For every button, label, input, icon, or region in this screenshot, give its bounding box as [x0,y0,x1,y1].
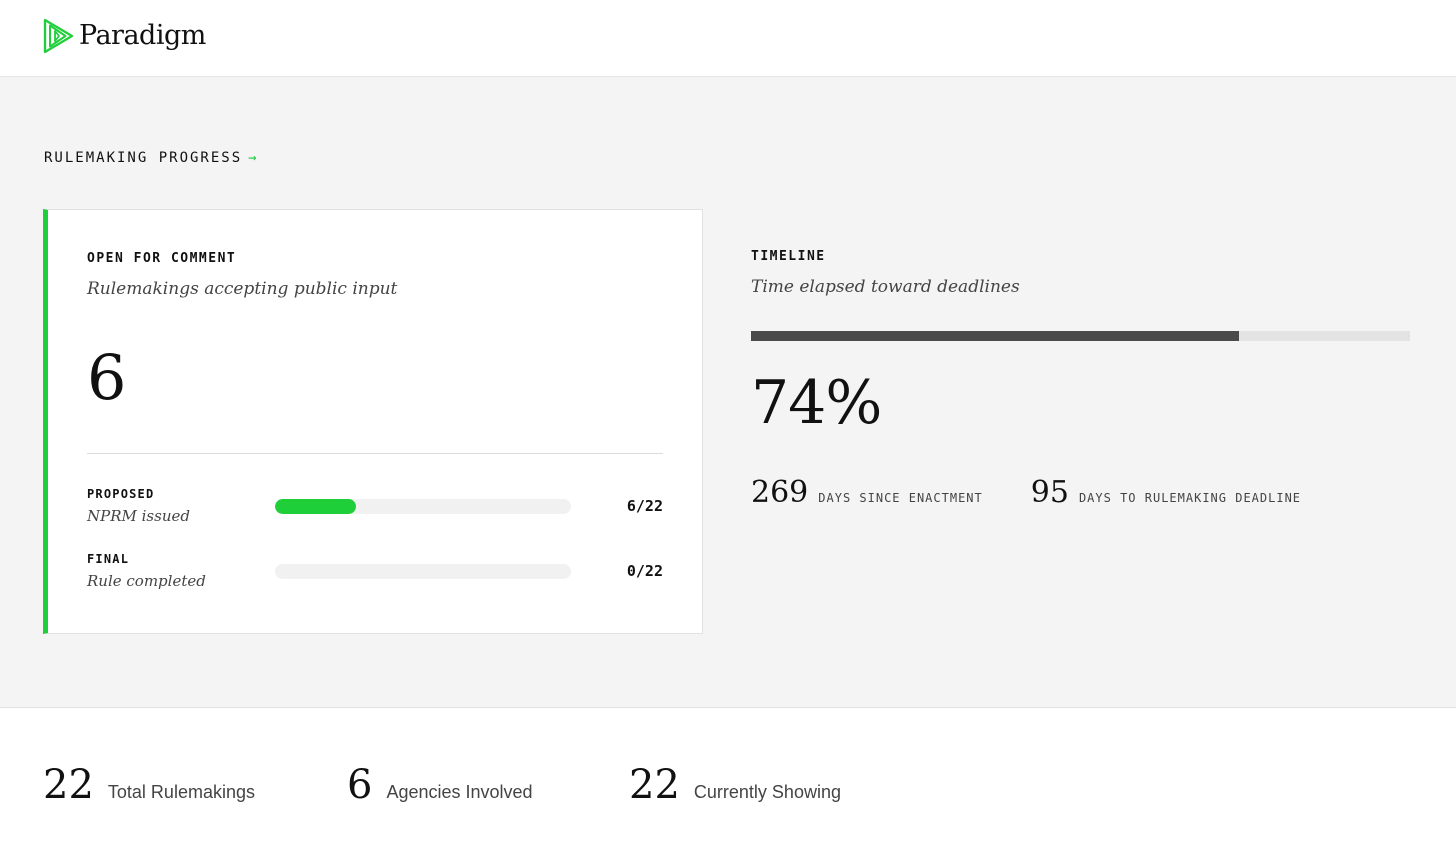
stage-count: 0/22 [626,562,663,580]
stage-final: FINAL Rule completed 0/22 [87,551,663,595]
arrow-right-icon: → [248,150,257,166]
stat-label: DAYS SINCE ENACTMENT [818,491,983,505]
timeline-stats: 269 DAYS SINCE ENACTMENT 95 DAYS TO RULE… [751,475,1349,511]
stage-subtitle: NPRM issued [87,507,190,525]
brand-name: Paradigm [79,20,206,51]
agencies-involved: 6 Agencies Involved [347,760,629,810]
stat-label: DAYS TO RULEMAKING DEADLINE [1078,491,1302,505]
summary-value: 22 [43,762,94,808]
stage-count: 6/22 [626,497,663,515]
timeline-progress-track [751,331,1410,341]
stat-value: 95 [1030,475,1069,510]
paradigm-logo-icon [43,18,74,54]
rulemaking-progress-section: RULEMAKING PROGRESS → OPEN FOR COMMENT Ru… [0,77,1456,708]
days-since-enactment: 269 DAYS SINCE ENACTMENT [751,475,983,511]
timeline-progress-fill [751,331,1239,341]
stage-progress-track [275,499,571,514]
timeline-subtitle: Time elapsed toward deadlines [751,277,1020,297]
card-label: OPEN FOR COMMENT [87,251,237,266]
top-header: Paradigm [0,0,1456,77]
stage-subtitle: Rule completed [87,572,206,590]
open-count: 6 [87,341,127,414]
card-divider [87,453,663,454]
timeline-label: TIMELINE [751,249,826,264]
summary-value: 6 [347,762,373,808]
stat-value: 269 [751,475,809,510]
stage-progress-track [275,564,571,579]
stage-progress-fill [275,499,356,514]
card-subtitle: Rulemakings accepting public input [87,279,398,299]
section-title[interactable]: RULEMAKING PROGRESS → [44,149,257,167]
summary-stats: 22 Total Rulemakings 6 Agencies Involved… [43,760,841,810]
stage-label: FINAL [87,552,130,566]
open-for-comment-card: OPEN FOR COMMENT Rulemakings accepting p… [43,209,703,634]
days-to-deadline: 95 DAYS TO RULEMAKING DEADLINE [1031,475,1301,511]
section-title-text: RULEMAKING PROGRESS [44,150,243,166]
summary-value: 22 [629,762,680,808]
summary-label: Agencies Involved [386,782,533,802]
brand-logo[interactable]: Paradigm [43,18,206,54]
currently-showing: 22 Currently Showing [629,760,841,810]
summary-label: Total Rulemakings [107,782,255,802]
total-rulemakings: 22 Total Rulemakings [43,760,347,810]
stage-label: PROPOSED [87,487,155,501]
stage-proposed: PROPOSED NPRM issued 6/22 [87,486,663,530]
summary-label: Currently Showing [693,782,841,802]
timeline-percent: 74% [751,368,882,438]
